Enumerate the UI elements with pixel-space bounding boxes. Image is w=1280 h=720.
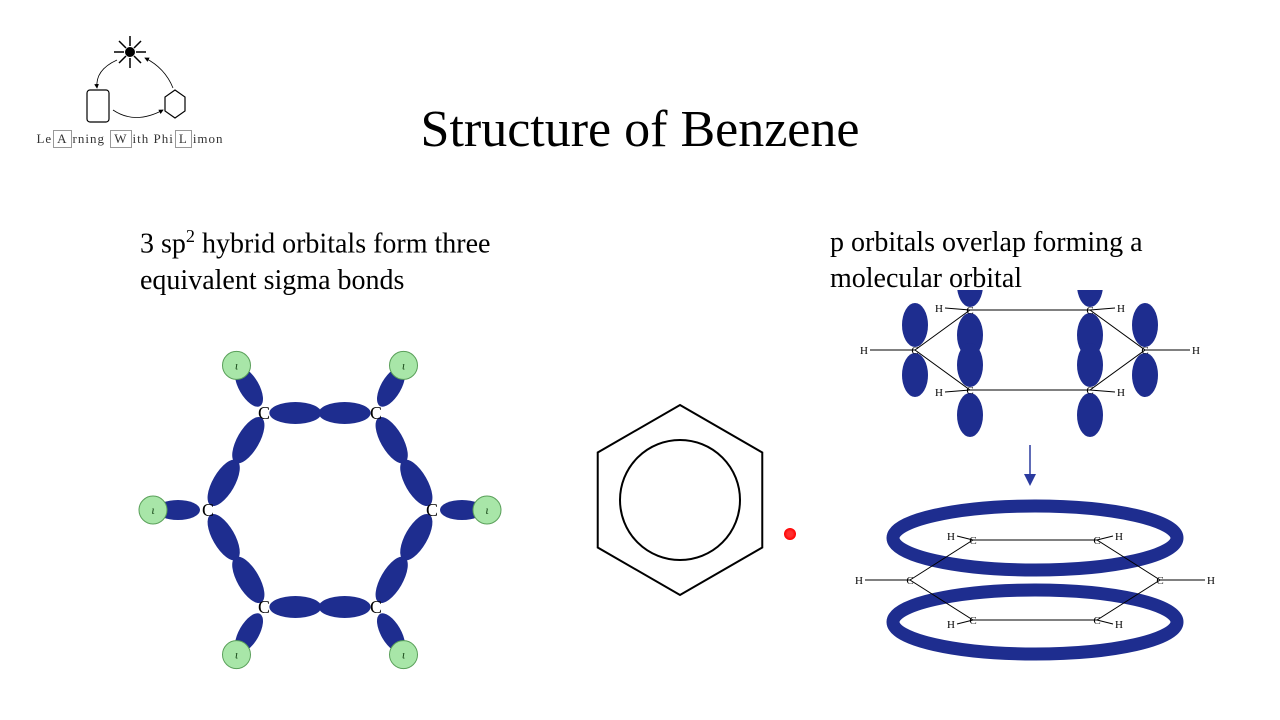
svg-text:H: H [1115, 531, 1123, 543]
diagram-area: ɩCɩCɩCɩCɩCɩC CCCCCCHHHHHHCHCHCHCHCHCH [0, 320, 1280, 700]
svg-text:C: C [969, 615, 976, 627]
svg-text:C: C [966, 385, 973, 397]
svg-text:H: H [935, 387, 943, 399]
subtitle-pi: p orbitals overlap forming a molecular o… [830, 225, 1230, 298]
svg-text:C: C [969, 535, 976, 547]
laser-pointer-icon [784, 528, 796, 540]
svg-text:C: C [258, 403, 270, 423]
svg-text:H: H [860, 345, 868, 357]
svg-text:H: H [1117, 387, 1125, 399]
subtitle-sigma: 3 sp2 hybrid orbitals form three equival… [140, 225, 580, 299]
svg-text:C: C [1093, 615, 1100, 627]
svg-text:C: C [966, 305, 973, 317]
logo-graphic [55, 30, 205, 130]
svg-text:ɩ: ɩ [235, 648, 238, 662]
svg-text:H: H [1192, 345, 1200, 357]
svg-text:ɩ: ɩ [402, 648, 405, 662]
svg-text:C: C [370, 597, 382, 617]
svg-text:H: H [855, 575, 863, 587]
svg-text:C: C [202, 500, 214, 520]
svg-text:C: C [370, 403, 382, 423]
svg-text:H: H [947, 531, 955, 543]
logo: LeArning With PhiLimon [30, 30, 230, 148]
svg-text:H: H [1115, 619, 1123, 631]
svg-text:ɩ: ɩ [402, 358, 405, 372]
svg-text:C: C [426, 500, 438, 520]
svg-text:ɩ: ɩ [485, 503, 488, 517]
svg-text:C: C [258, 597, 270, 617]
svg-text:C: C [1086, 305, 1093, 317]
svg-text:H: H [935, 303, 943, 315]
svg-text:ɩ: ɩ [151, 503, 154, 517]
svg-text:C: C [1093, 535, 1100, 547]
logo-text: LeArning With PhiLimon [30, 130, 230, 148]
svg-text:C: C [1156, 575, 1163, 587]
svg-text:H: H [1207, 575, 1215, 587]
sigma-bond-diagram: ɩ Cɩ Cɩ Cɩ Cɩ Cɩ C [60, 320, 580, 700]
p-orbital-diagram: C C C C C C H H H H H H C H C H C H C H C H C H [840, 290, 1220, 670]
svg-text:C: C [906, 575, 913, 587]
svg-text:C: C [911, 345, 918, 357]
svg-text:H: H [1117, 303, 1125, 315]
svg-text:C: C [1086, 385, 1093, 397]
svg-text:ɩ: ɩ [235, 358, 238, 372]
svg-text:H: H [947, 619, 955, 631]
svg-text:C: C [1141, 345, 1148, 357]
page-title: Structure of Benzene [421, 100, 860, 159]
benzene-symbol [570, 390, 790, 610]
